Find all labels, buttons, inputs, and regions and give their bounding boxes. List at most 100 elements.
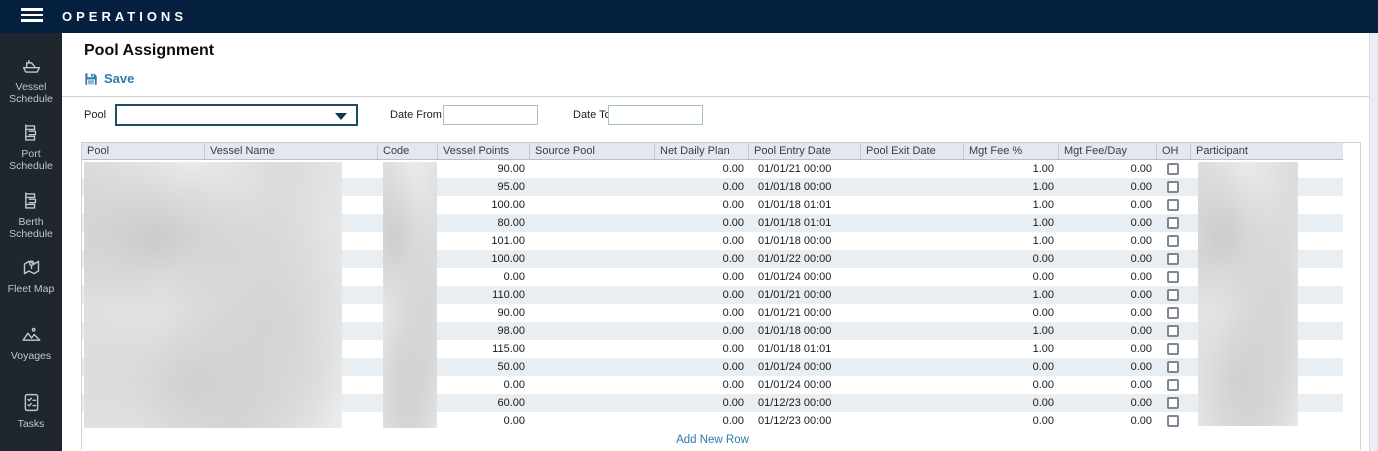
cell-source-pool[interactable] — [529, 286, 654, 304]
date-to-input[interactable] — [608, 105, 703, 125]
cell-mgt-fee-day[interactable]: 0.00 — [1058, 178, 1156, 196]
cell-net-daily-plan[interactable]: 0.00 — [654, 286, 748, 304]
oh-checkbox[interactable] — [1167, 235, 1179, 247]
cell-pool-exit-date[interactable] — [860, 178, 963, 196]
cell-mgt-fee-day[interactable]: 0.00 — [1058, 376, 1156, 394]
cell-pool-exit-date[interactable] — [860, 412, 963, 430]
oh-checkbox[interactable] — [1167, 163, 1179, 175]
cell-source-pool[interactable] — [529, 250, 654, 268]
cell-source-pool[interactable] — [529, 196, 654, 214]
oh-checkbox[interactable] — [1167, 415, 1179, 427]
oh-checkbox[interactable] — [1167, 325, 1179, 337]
cell-source-pool[interactable] — [529, 340, 654, 358]
cell-net-daily-plan[interactable]: 0.00 — [654, 322, 748, 340]
oh-checkbox[interactable] — [1167, 271, 1179, 283]
oh-checkbox[interactable] — [1167, 361, 1179, 373]
cell-mgt-fee-day[interactable]: 0.00 — [1058, 358, 1156, 376]
cell-pool-exit-date[interactable] — [860, 196, 963, 214]
cell-mgt-fee-day[interactable]: 0.00 — [1058, 268, 1156, 286]
cell-vessel-points[interactable]: 50.00 — [437, 358, 529, 376]
cell-source-pool[interactable] — [529, 322, 654, 340]
cell-mgt-fee-pct[interactable]: 0.00 — [963, 358, 1058, 376]
cell-source-pool[interactable] — [529, 178, 654, 196]
cell-pool-entry-date[interactable]: 01/01/24 00:00 — [748, 376, 860, 394]
oh-checkbox[interactable] — [1167, 307, 1179, 319]
cell-mgt-fee-pct[interactable]: 1.00 — [963, 322, 1058, 340]
cell-source-pool[interactable] — [529, 214, 654, 232]
cell-source-pool[interactable] — [529, 304, 654, 322]
cell-mgt-fee-day[interactable]: 0.00 — [1058, 160, 1156, 178]
cell-mgt-fee-pct[interactable]: 1.00 — [963, 160, 1058, 178]
cell-mgt-fee-pct[interactable]: 0.00 — [963, 394, 1058, 412]
cell-vessel-points[interactable]: 101.00 — [437, 232, 529, 250]
cell-mgt-fee-pct[interactable]: 0.00 — [963, 304, 1058, 322]
cell-mgt-fee-pct[interactable]: 0.00 — [963, 376, 1058, 394]
oh-checkbox[interactable] — [1167, 397, 1179, 409]
oh-checkbox[interactable] — [1167, 289, 1179, 301]
cell-vessel-points[interactable]: 90.00 — [437, 160, 529, 178]
cell-pool-exit-date[interactable] — [860, 160, 963, 178]
cell-net-daily-plan[interactable]: 0.00 — [654, 358, 748, 376]
cell-vessel-points[interactable]: 100.00 — [437, 196, 529, 214]
cell-pool-entry-date[interactable]: 01/01/18 01:01 — [748, 214, 860, 232]
cell-source-pool[interactable] — [529, 232, 654, 250]
cell-pool-exit-date[interactable] — [860, 394, 963, 412]
cell-net-daily-plan[interactable]: 0.00 — [654, 376, 748, 394]
cell-mgt-fee-pct[interactable]: 1.00 — [963, 196, 1058, 214]
vertical-scrollbar[interactable] — [1369, 33, 1378, 451]
cell-vessel-points[interactable]: 90.00 — [437, 304, 529, 322]
cell-net-daily-plan[interactable]: 0.00 — [654, 178, 748, 196]
cell-vessel-points[interactable]: 98.00 — [437, 322, 529, 340]
cell-mgt-fee-day[interactable]: 0.00 — [1058, 412, 1156, 430]
cell-source-pool[interactable] — [529, 412, 654, 430]
cell-mgt-fee-pct[interactable]: 1.00 — [963, 286, 1058, 304]
cell-pool-entry-date[interactable]: 01/01/21 00:00 — [748, 286, 860, 304]
cell-vessel-points[interactable]: 0.00 — [437, 412, 529, 430]
cell-pool-entry-date[interactable]: 01/01/18 00:00 — [748, 178, 860, 196]
cell-source-pool[interactable] — [529, 394, 654, 412]
cell-source-pool[interactable] — [529, 358, 654, 376]
cell-net-daily-plan[interactable]: 0.00 — [654, 232, 748, 250]
oh-checkbox[interactable] — [1167, 253, 1179, 265]
cell-mgt-fee-pct[interactable]: 1.00 — [963, 178, 1058, 196]
cell-mgt-fee-pct[interactable]: 1.00 — [963, 340, 1058, 358]
cell-mgt-fee-day[interactable]: 0.00 — [1058, 394, 1156, 412]
cell-mgt-fee-day[interactable]: 0.00 — [1058, 340, 1156, 358]
cell-vessel-points[interactable]: 80.00 — [437, 214, 529, 232]
cell-mgt-fee-pct[interactable]: 0.00 — [963, 412, 1058, 430]
cell-pool-entry-date[interactable]: 01/01/24 00:00 — [748, 358, 860, 376]
cell-mgt-fee-day[interactable]: 0.00 — [1058, 232, 1156, 250]
cell-vessel-points[interactable]: 60.00 — [437, 394, 529, 412]
cell-pool-exit-date[interactable] — [860, 250, 963, 268]
cell-mgt-fee-day[interactable]: 0.00 — [1058, 304, 1156, 322]
cell-pool-exit-date[interactable] — [860, 376, 963, 394]
cell-net-daily-plan[interactable]: 0.00 — [654, 340, 748, 358]
cell-pool-entry-date[interactable]: 01/01/24 00:00 — [748, 268, 860, 286]
cell-mgt-fee-pct[interactable]: 1.00 — [963, 214, 1058, 232]
cell-net-daily-plan[interactable]: 0.00 — [654, 412, 748, 430]
sidebar-item-fleet-map[interactable]: Fleet Map — [0, 249, 62, 316]
add-new-row-link[interactable]: Add New Row — [676, 434, 749, 446]
cell-net-daily-plan[interactable]: 0.00 — [654, 304, 748, 322]
cell-pool-exit-date[interactable] — [860, 322, 963, 340]
cell-pool-entry-date[interactable]: 01/01/18 00:00 — [748, 322, 860, 340]
cell-pool-entry-date[interactable]: 01/12/23 00:00 — [748, 412, 860, 430]
cell-net-daily-plan[interactable]: 0.00 — [654, 268, 748, 286]
cell-pool-exit-date[interactable] — [860, 304, 963, 322]
cell-vessel-points[interactable]: 95.00 — [437, 178, 529, 196]
cell-pool-entry-date[interactable]: 01/01/22 00:00 — [748, 250, 860, 268]
sidebar-item-tasks[interactable]: Tasks — [0, 384, 62, 451]
cell-pool-entry-date[interactable]: 01/12/23 00:00 — [748, 394, 860, 412]
pool-filter-select[interactable] — [115, 104, 358, 126]
cell-source-pool[interactable] — [529, 376, 654, 394]
cell-vessel-points[interactable]: 0.00 — [437, 268, 529, 286]
oh-checkbox[interactable] — [1167, 343, 1179, 355]
cell-net-daily-plan[interactable]: 0.00 — [654, 160, 748, 178]
cell-mgt-fee-pct[interactable]: 1.00 — [963, 232, 1058, 250]
cell-pool-exit-date[interactable] — [860, 214, 963, 232]
cell-mgt-fee-pct[interactable]: 0.00 — [963, 268, 1058, 286]
sidebar-item-vessel-schedule[interactable]: Vessel Schedule — [0, 47, 62, 114]
cell-mgt-fee-pct[interactable]: 0.00 — [963, 250, 1058, 268]
cell-pool-entry-date[interactable]: 01/01/21 00:00 — [748, 304, 860, 322]
cell-net-daily-plan[interactable]: 0.00 — [654, 394, 748, 412]
